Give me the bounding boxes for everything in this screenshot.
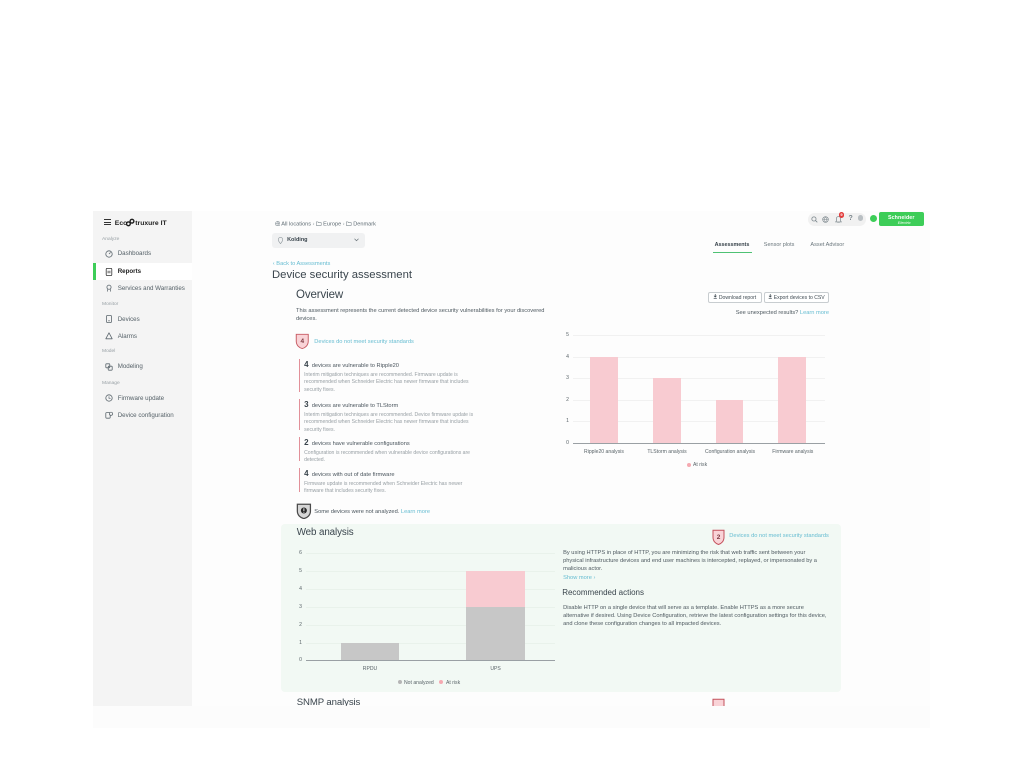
- svg-text:4: 4: [301, 338, 305, 345]
- svg-text:2: 2: [716, 534, 720, 541]
